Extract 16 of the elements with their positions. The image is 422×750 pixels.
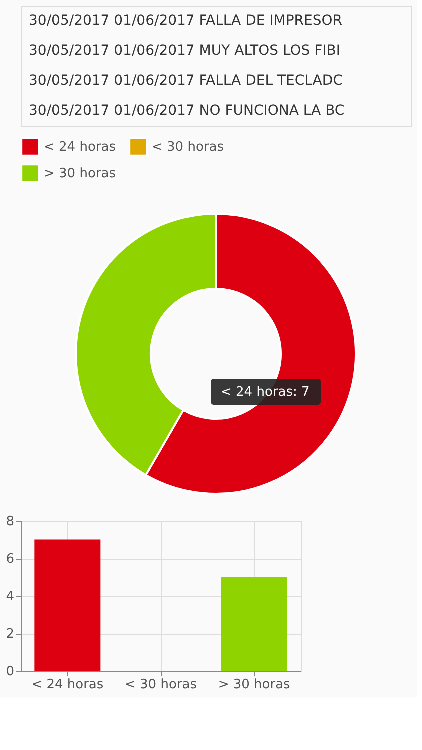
legend-label: < 30 horas [152,140,224,155]
x-tick-label: < 24 horas [32,678,104,692]
x-tick-label: > 30 horas [218,678,291,692]
legend-label: < 24 horas [44,140,116,155]
y-tick-label: 2 [6,627,14,642]
text: 30/05/2017 01/06/2017 FALLA DEL TECLADC [29,73,344,89]
x-tick-label: < 30 horas [125,678,198,692]
y-tick-label: 6 [6,552,14,567]
y-tick-label: 4 [6,590,14,604]
text: 30/05/2017 01/06/2017 MUY ALTOS LOS FIBI [29,43,341,59]
text: 30/05/2017 01/06/2017 FALLA DE IMPRESOR [29,13,343,29]
text: < 24 horas: 7 [221,385,310,400]
y-tick-label: 8 [6,514,14,530]
y-tick-label: 0 [6,664,14,680]
text: 30/05/2017 01/06/2017 NO FUNCIONA LA BC [29,103,345,119]
legend-label: > 30 horas [44,166,116,182]
